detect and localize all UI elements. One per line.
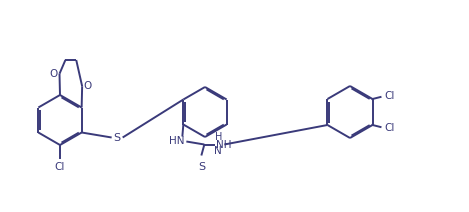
Text: Cl: Cl xyxy=(385,123,395,133)
Text: H: H xyxy=(215,132,222,142)
Text: O: O xyxy=(83,81,92,91)
Text: NH: NH xyxy=(216,139,232,149)
Text: S: S xyxy=(113,132,121,142)
Text: O: O xyxy=(50,69,58,79)
Text: HN: HN xyxy=(168,137,184,146)
Text: Cl: Cl xyxy=(385,91,395,101)
Text: Cl: Cl xyxy=(55,162,65,172)
Text: N: N xyxy=(214,146,222,156)
Text: S: S xyxy=(198,163,205,173)
